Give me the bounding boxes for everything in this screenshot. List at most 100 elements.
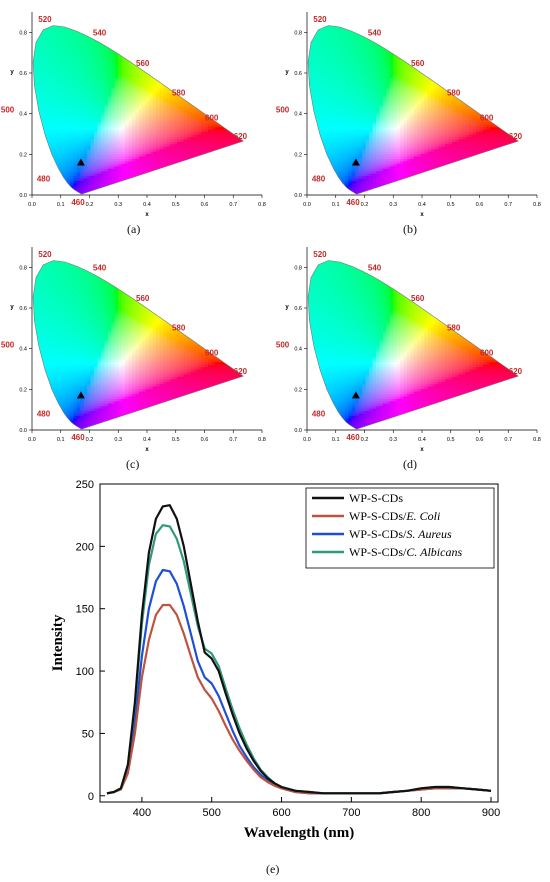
spectral-locus — [32, 260, 244, 430]
y-tick-label-0.8: 0.8 — [294, 30, 302, 36]
x-tick-label-0.4: 0.4 — [143, 437, 151, 443]
wavelength-label-600: 600 — [480, 114, 494, 123]
x-tick-label-0.4: 0.4 — [143, 202, 151, 208]
wavelength-label-460: 460 — [71, 198, 85, 207]
spectral-locus — [307, 260, 519, 430]
gamut-fill — [33, 260, 244, 429]
wavelength-label-480: 480 — [312, 410, 326, 419]
x-tick-label-900: 900 — [482, 807, 500, 819]
wavelength-label-560: 560 — [411, 59, 425, 68]
wavelength-label-540: 540 — [368, 28, 382, 37]
caption-b: (b) — [403, 222, 417, 236]
wavelength-label-620: 620 — [234, 367, 248, 376]
y-tick-label-0.2: 0.2 — [294, 387, 302, 393]
wavelength-label-540: 540 — [93, 28, 107, 37]
x-tick-label-0.7: 0.7 — [504, 437, 512, 443]
y-tick-label-50: 50 — [82, 728, 94, 740]
wavelength-label-460: 460 — [71, 433, 85, 442]
x-tick-label-0.7: 0.7 — [229, 437, 237, 443]
caption-a: (a) — [127, 222, 141, 236]
legend-label-1: WP-S-CDs — [349, 491, 403, 505]
y-tick-label-0.8: 0.8 — [19, 265, 27, 271]
y-tick-label-0.8: 0.8 — [294, 265, 302, 271]
x-tick-label-0.6: 0.6 — [476, 202, 484, 208]
wavelength-label-500: 500 — [1, 341, 15, 350]
caption-d: (d) — [403, 457, 417, 471]
x-tick-label-0.2: 0.2 — [361, 202, 369, 208]
wavelength-label-480: 480 — [37, 410, 51, 419]
wavelength-label-520: 520 — [313, 15, 327, 24]
y-tick-label-0.4: 0.4 — [294, 112, 302, 118]
y-tick-label-200: 200 — [76, 541, 94, 553]
y-tick-label-100: 100 — [76, 666, 94, 678]
legend-label-4: WP-S-CDs/C. Albicans — [349, 545, 462, 559]
wavelength-label-560: 560 — [411, 294, 425, 303]
x-tick-label-0.0: 0.0 — [28, 202, 36, 208]
y-tick-label-0.2: 0.2 — [19, 152, 27, 158]
x-tick-label-0.4: 0.4 — [418, 437, 426, 443]
x-tick-label-0.8: 0.8 — [533, 437, 541, 443]
wavelength-label-600: 600 — [205, 114, 219, 123]
y-axis-label: Intensity — [50, 614, 66, 671]
y-tick-label-0.6: 0.6 — [294, 71, 302, 77]
y-tick-label-150: 150 — [76, 604, 94, 616]
y-tick-label-0.0: 0.0 — [19, 193, 27, 199]
wavelength-label-580: 580 — [172, 323, 186, 332]
y-axis-label: y — [285, 70, 289, 76]
cie-panel-a: 0.0 0.1 0.2 0.3 0.4 0.5 0.6 0.7 0.8 0.0 0.2 0.4 0.6 0… — [0, 0, 275, 220]
wavelength-label-520: 520 — [38, 250, 52, 259]
series-line-2 — [106, 603, 492, 795]
x-axis-label: x — [420, 212, 424, 218]
spectrum-panel: 400 500 600 700 800 900 0 50 100 150 200 250 Wavelen… — [0, 472, 550, 857]
caption-e: (e) — [266, 862, 280, 876]
y-tick-label-250: 250 — [76, 479, 94, 491]
x-tick-label-0.6: 0.6 — [201, 202, 209, 208]
wavelength-label-580: 580 — [172, 88, 186, 97]
wavelength-label-460: 460 — [346, 198, 360, 207]
cie-chart-a: 0.0 0.1 0.2 0.3 0.4 0.5 0.6 0.7 0.8 0.0 0.2 0.4 0.6 0… — [1, 12, 266, 218]
wavelength-label-540: 540 — [368, 263, 382, 272]
x-tick-label-700: 700 — [342, 807, 360, 819]
series-line-3 — [106, 568, 492, 795]
y-tick-label-0.6: 0.6 — [19, 306, 27, 312]
y-tick-label-0.4: 0.4 — [294, 347, 302, 353]
wavelength-label-480: 480 — [312, 175, 326, 184]
x-axis-label: x — [420, 447, 424, 453]
wavelength-label-500: 500 — [1, 106, 15, 115]
x-tick-label-0.5: 0.5 — [172, 202, 180, 208]
gamut-fill — [33, 25, 244, 194]
wavelength-label-500: 500 — [276, 341, 290, 350]
legend-label-3: WP-S-CDs/S. Aureus — [349, 527, 452, 541]
spectrum-chart: 400 500 600 700 800 900 0 50 100 150 200 250 Wavelen… — [50, 479, 500, 841]
x-tick-label-800: 800 — [412, 807, 430, 819]
x-tick-label-0.2: 0.2 — [86, 437, 94, 443]
x-tick-label-0.3: 0.3 — [114, 202, 122, 208]
y-tick-label-0.6: 0.6 — [19, 71, 27, 77]
legend-box — [305, 487, 495, 569]
cie-panel-d: 0.0 0.1 0.2 0.3 0.4 0.5 0.6 0.7 0.8 0.0 0.2 0.4 0.6 0… — [275, 235, 550, 455]
y-axis-label: y — [285, 305, 289, 311]
y-axis-label: y — [10, 70, 14, 76]
x-tick-label-0.7: 0.7 — [229, 202, 237, 208]
x-tick-label-0.0: 0.0 — [303, 437, 311, 443]
x-tick-label-0.4: 0.4 — [418, 202, 426, 208]
gamut-fill — [308, 260, 519, 429]
y-tick-label-0.4: 0.4 — [19, 112, 27, 118]
wavelength-label-540: 540 — [93, 263, 107, 272]
x-tick-label-0.2: 0.2 — [361, 437, 369, 443]
wavelength-label-500: 500 — [276, 106, 290, 115]
x-tick-label-0.1: 0.1 — [332, 437, 340, 443]
x-tick-label-0.6: 0.6 — [201, 437, 209, 443]
x-tick-label-0.2: 0.2 — [86, 202, 94, 208]
plot-frame — [99, 483, 499, 803]
series-line-1 — [106, 504, 492, 795]
spectral-locus — [32, 25, 244, 195]
y-axis-label: y — [10, 305, 14, 311]
x-tick-label-0.5: 0.5 — [447, 437, 455, 443]
cie-chart-d: 0.0 0.1 0.2 0.3 0.4 0.5 0.6 0.7 0.8 0.0 0.2 0.4 0.6 0… — [276, 247, 541, 453]
y-tick-label-0.2: 0.2 — [294, 152, 302, 158]
x-tick-label-0.7: 0.7 — [504, 202, 512, 208]
gamut-fill — [308, 25, 519, 194]
y-tick-label-0.4: 0.4 — [19, 347, 27, 353]
x-tick-label-500: 500 — [203, 807, 221, 819]
